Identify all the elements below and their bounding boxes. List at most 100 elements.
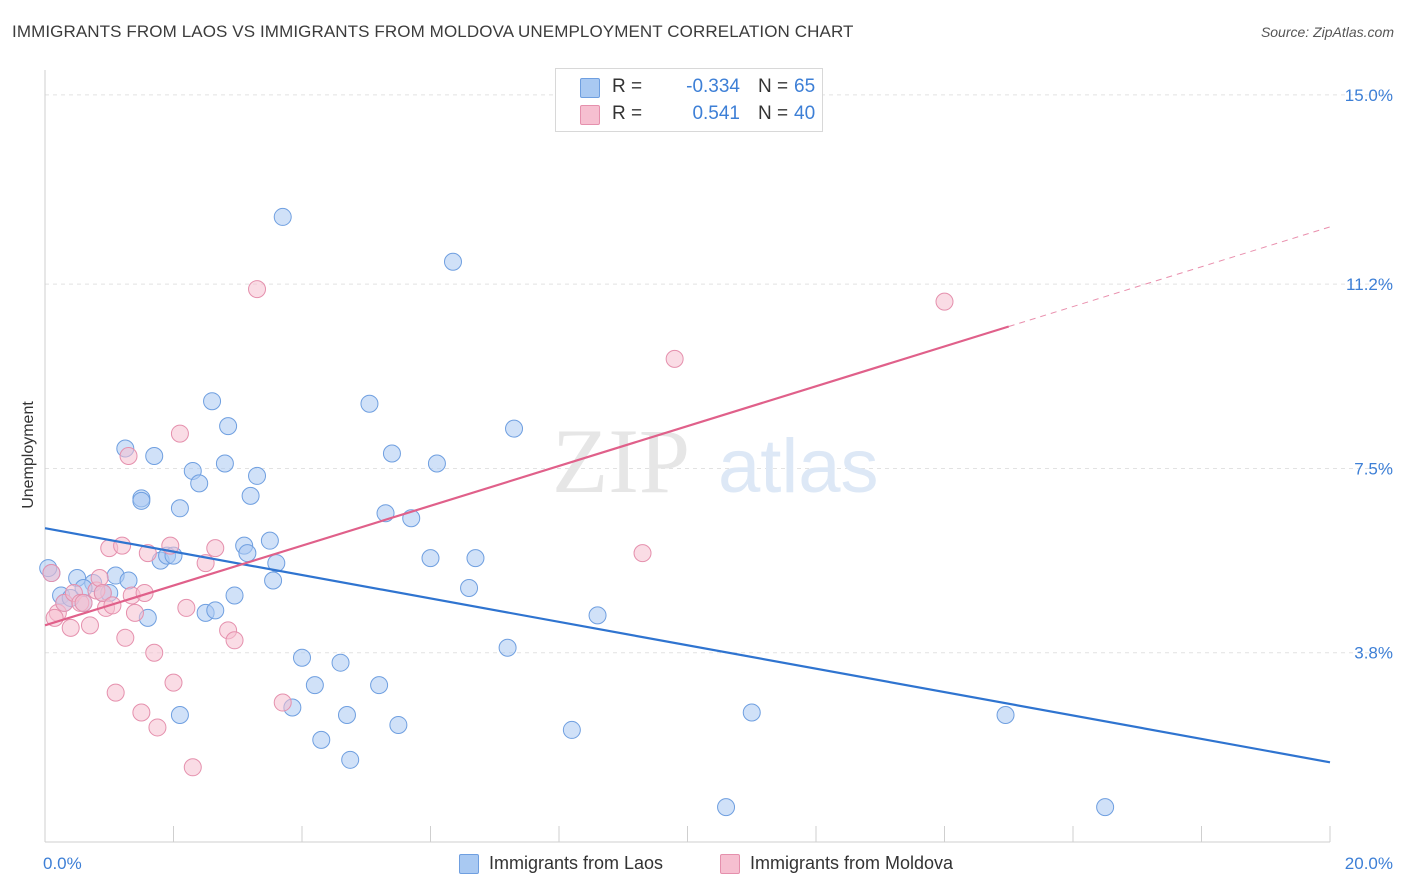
- point-laos: [382, 444, 401, 463]
- point-moldova: [116, 628, 135, 647]
- point-laos: [241, 486, 260, 505]
- point-laos: [305, 676, 324, 695]
- point-moldova: [145, 643, 164, 662]
- point-laos: [260, 531, 279, 550]
- point-moldova: [119, 447, 138, 465]
- legend-swatch-moldova: [580, 105, 600, 125]
- point-laos: [498, 638, 517, 657]
- point-laos: [312, 730, 331, 749]
- trend-line-laos: [44, 527, 1331, 764]
- trend-line-moldova-extension: [1008, 226, 1331, 327]
- point-laos: [170, 705, 189, 724]
- point-laos: [562, 720, 581, 739]
- bottom-legend-swatch-moldova: [720, 854, 740, 874]
- point-laos: [119, 571, 138, 590]
- legend-swatch-laos: [580, 78, 600, 98]
- point-moldova: [633, 544, 652, 563]
- point-laos: [421, 549, 440, 568]
- x-tick-labels: 0.0% 20.0%: [43, 854, 1393, 873]
- point-laos: [206, 601, 225, 620]
- point-moldova: [665, 349, 684, 368]
- point-laos: [443, 252, 462, 271]
- point-moldova: [106, 683, 125, 702]
- legend-r-value: 0.541: [692, 103, 740, 124]
- x-tick-label: 0.0%: [43, 854, 82, 873]
- point-laos: [466, 549, 485, 568]
- axes: [44, 70, 1331, 843]
- point-moldova: [225, 631, 244, 650]
- point-moldova: [113, 536, 132, 555]
- point-laos: [588, 606, 607, 625]
- point-laos: [264, 571, 283, 590]
- x-tick-label: 20.0%: [1345, 854, 1393, 873]
- point-moldova: [138, 544, 157, 563]
- watermark-atlas: atlas: [718, 424, 879, 509]
- point-laos: [389, 715, 408, 734]
- point-laos: [1096, 798, 1115, 817]
- source-label: Source: ZipAtlas.com: [1260, 24, 1394, 40]
- point-moldova: [42, 564, 61, 583]
- legend-n-label: N =: [758, 76, 789, 97]
- point-moldova: [183, 758, 202, 777]
- point-moldova: [132, 703, 151, 722]
- point-moldova: [125, 603, 144, 622]
- point-laos: [225, 586, 244, 605]
- y-tick-labels: 3.8% 7.5% 11.2% 15.0%: [1345, 86, 1393, 663]
- point-moldova: [164, 673, 183, 692]
- point-moldova: [74, 593, 93, 612]
- point-laos: [460, 578, 479, 597]
- point-laos: [238, 544, 257, 563]
- gridlines: [45, 94, 1392, 654]
- point-laos: [273, 207, 292, 226]
- point-moldova: [148, 718, 167, 737]
- bottom-legend-label-laos: Immigrants from Laos: [489, 853, 664, 873]
- point-laos: [370, 676, 389, 695]
- point-laos: [190, 474, 209, 493]
- point-laos: [337, 705, 356, 724]
- bottom-legend-swatch-laos: [459, 854, 479, 874]
- point-laos: [331, 653, 350, 672]
- point-laos: [145, 447, 164, 465]
- trend-line-moldova: [44, 325, 1010, 627]
- point-laos: [132, 491, 151, 510]
- watermark: ZIP atlas: [552, 410, 879, 512]
- point-moldova: [90, 569, 109, 588]
- y-tick-label: 11.2%: [1346, 275, 1393, 294]
- point-laos: [215, 454, 234, 473]
- chart-title: IMMIGRANTS FROM LAOS VS IMMIGRANTS FROM …: [12, 22, 854, 41]
- trend-lines: [44, 226, 1331, 764]
- point-moldova: [935, 292, 954, 311]
- y-axis-label: Unemployment: [20, 401, 37, 509]
- y-tick-label: 3.8%: [1354, 644, 1393, 663]
- point-laos: [341, 750, 360, 769]
- point-moldova: [248, 280, 267, 299]
- point-moldova: [80, 616, 99, 635]
- point-moldova: [206, 539, 225, 558]
- correlation-legend: R = -0.334 N = 65 R = 0.541 N = 40: [555, 68, 823, 132]
- legend-n-value: 40: [794, 103, 816, 124]
- bottom-legend-label-moldova: Immigrants from Moldova: [750, 853, 954, 873]
- point-laos: [427, 454, 446, 473]
- legend-r-value: -0.334: [686, 76, 740, 97]
- legend-r-label: R =: [612, 76, 643, 97]
- point-laos: [170, 499, 189, 518]
- point-laos: [996, 705, 1015, 724]
- legend-r-label: R =: [612, 103, 643, 124]
- point-moldova: [61, 618, 80, 637]
- point-moldova: [177, 598, 196, 617]
- point-moldova: [93, 583, 112, 602]
- point-laos: [293, 648, 311, 667]
- point-laos: [219, 417, 238, 436]
- legend-n-label: N =: [758, 103, 789, 124]
- point-laos: [717, 798, 736, 817]
- legend-n-value: 65: [794, 76, 816, 97]
- y-tick-label: 7.5%: [1354, 459, 1393, 478]
- point-laos: [203, 392, 222, 411]
- point-moldova: [170, 424, 189, 443]
- point-laos: [360, 394, 379, 413]
- point-laos: [248, 466, 267, 485]
- point-laos: [742, 703, 761, 722]
- y-tick-label: 15.0%: [1345, 86, 1393, 105]
- point-moldova: [273, 693, 292, 712]
